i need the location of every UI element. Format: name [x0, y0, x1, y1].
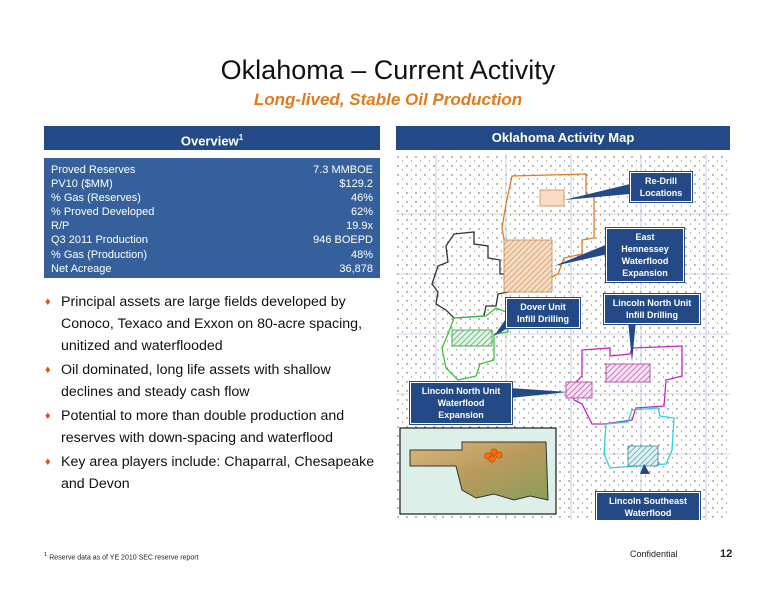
stat-value: $129.2 [339, 178, 373, 191]
callout-east-hennessey-line1: East Hennessey [621, 232, 669, 254]
stat-value: 7.3 MMBOE [313, 164, 373, 176]
bullet-text: Key area players include: Chaparral, Che… [61, 454, 375, 492]
activity-map-svg [396, 154, 730, 520]
diamond-bullet-icon: ♦ [45, 364, 51, 376]
stat-label: % Proved Developed [51, 206, 155, 219]
lincoln-north-waterflood-area [565, 381, 593, 399]
callout-redrill-line2: Locations [639, 188, 683, 198]
lincoln-north-infill-area [605, 363, 651, 383]
stat-row: % Gas (Production) 48% [51, 248, 373, 262]
callout-dover-unit: Dover Unit Infill Drilling [506, 298, 580, 328]
callout-redrill-locations: Re-Drill Locations [630, 172, 692, 202]
stat-row: R/P 19.9x [51, 219, 373, 233]
callout-lincoln-infill-line1: Lincoln North Unit [612, 298, 692, 308]
footnote-marker: 1 [44, 552, 48, 558]
bullet-text: Oil dominated, long life assets with sha… [61, 362, 331, 400]
footnote-text: Reserve data as of YE 2010 SEC reserve r… [49, 554, 199, 562]
map-header: Oklahoma Activity Map [396, 126, 730, 150]
callout-east-hennessey-line3: Expansion [622, 268, 668, 278]
west-unit-outline [431, 231, 509, 319]
diamond-bullet-icon: ♦ [45, 410, 51, 422]
dover-infill-area [451, 329, 493, 347]
confidential-label: Confidential [630, 549, 678, 559]
overview-header-footnote-marker: 1 [238, 133, 244, 142]
stat-label: % Gas (Reserves) [51, 192, 141, 205]
activity-map: Re-Drill Locations East Hennessey Waterf… [396, 154, 730, 520]
callout-lincoln-southeast-line1: Lincoln Southeast [608, 496, 687, 506]
bullet-item: ♦ Potential to more than double productio… [45, 405, 380, 449]
callout-dover-line1: Dover Unit [520, 302, 566, 312]
activity-marker [488, 455, 496, 463]
bullet-item: ♦ Key area players include: Chaparral, Ch… [45, 451, 380, 495]
stat-label: PV10 ($MM) [51, 178, 113, 191]
lincoln-southeast-area [627, 445, 659, 467]
bullet-text: Principal assets are large fields develo… [61, 294, 363, 354]
callout-lincoln-infill-line2: Infill Drilling [626, 310, 678, 320]
stat-row: PV10 ($MM) $129.2 [51, 177, 373, 191]
stat-row: % Proved Developed 62% [51, 205, 373, 219]
footnote: 1 Reserve data as of YE 2010 SEC reserve… [44, 552, 199, 561]
callout-east-hennessey-line2: Waterflood [621, 256, 669, 266]
bullet-item: ♦ Principal assets are large fields devel… [45, 291, 380, 357]
oklahoma-state-shape [409, 441, 549, 501]
overview-header-label: Overview [180, 133, 239, 149]
bullet-list: ♦ Principal assets are large fields devel… [45, 291, 380, 497]
stat-value: 36,878 [339, 262, 373, 275]
stat-row: % Gas (Reserves) 46% [51, 191, 373, 205]
diamond-bullet-icon: ♦ [45, 296, 51, 308]
overview-stats-table: Proved Reserves 7.3 MMBOE PV10 ($MM) $129.2… [44, 158, 380, 278]
overview-header: Overview1 [44, 126, 380, 150]
callout-dover-line2: Infill Drilling [517, 314, 569, 324]
callout-lincoln-north-waterflood: Lincoln North Unit Waterflood Expansion [410, 382, 512, 424]
stat-row: Proved Reserves 7.3 MMBOE [51, 163, 373, 177]
activity-marker [495, 451, 503, 459]
callout-lincoln-southeast: Lincoln Southeast Waterflood Expansion [596, 492, 700, 520]
callout-lincoln-north-infill: Lincoln North Unit Infill Drilling [604, 294, 700, 324]
stat-value: 946 BOEPD [313, 234, 373, 247]
callout-lincoln-waterflood-line2: Waterflood Expansion [437, 398, 485, 420]
stat-value: 19.9x [346, 220, 373, 233]
stat-value: 48% [350, 248, 373, 261]
page-subtitle: Long-lived, Stable Oil Production [253, 90, 523, 109]
callout-lincoln-waterflood-line1: Lincoln North Unit [421, 386, 501, 396]
redrill-locations-area [539, 189, 565, 207]
dover-unit-outline [441, 307, 509, 381]
stat-label: R/P [51, 220, 70, 233]
stat-value: 46% [350, 192, 373, 205]
stat-value: 62% [350, 206, 373, 219]
stat-row: Q3 2011 Production 946 BOEPD [51, 233, 373, 247]
stat-row: Net Acreage 36,878 [51, 262, 373, 276]
stat-label: Net Acreage [51, 262, 112, 275]
bullet-item: ♦ Oil dominated, long life assets with sh… [45, 359, 380, 403]
callout-redrill-line1: Re-Drill [644, 176, 677, 186]
diamond-bullet-icon: ♦ [45, 456, 51, 468]
callout-lincoln-southeast-line2: Waterflood Expansion [624, 508, 672, 518]
oklahoma-inset-map [399, 427, 557, 515]
page-number: 12 [720, 548, 733, 560]
stat-label: Q3 2011 Production [51, 234, 149, 247]
page-title: Oklahoma – Current Activity [220, 55, 556, 85]
bullet-text: Potential to more than double production… [61, 408, 345, 446]
stat-label: % Gas (Production) [51, 248, 147, 261]
callout-east-hennessey: East Hennessey Waterflood Expansion [606, 228, 684, 282]
stat-label: Proved Reserves [51, 164, 136, 176]
east-hennessey-area [503, 239, 553, 293]
